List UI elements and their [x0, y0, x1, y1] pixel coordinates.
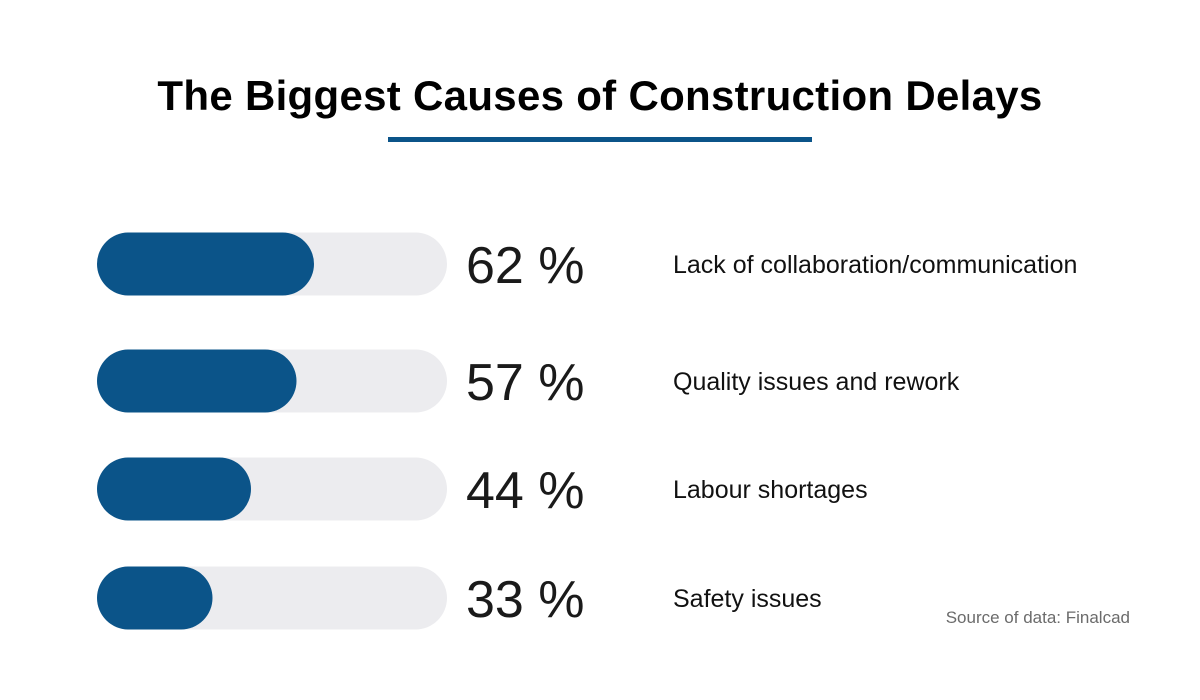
category-label: Lack of collaboration/communication	[673, 251, 1077, 279]
bar-fill	[97, 349, 297, 413]
value-label: 62 %	[466, 237, 585, 295]
bar-fill	[97, 232, 314, 296]
category-label: Quality issues and rework	[673, 368, 960, 396]
bar-row: 33 % Safety issues	[97, 566, 822, 630]
value-label: 57 %	[466, 354, 585, 412]
bar-row: 57 % Quality issues and rework	[97, 349, 960, 413]
value-label: 33 %	[466, 571, 585, 629]
title-underline	[388, 137, 812, 142]
source-note: Source of data: Finalcad	[945, 608, 1130, 627]
chart-title: The Biggest Causes of Construction Delay…	[157, 72, 1043, 119]
bar-row: 62 % Lack of collaboration/communication	[97, 232, 1077, 296]
bar-fill	[97, 566, 213, 630]
value-label: 44 %	[466, 462, 585, 520]
bar-row: 44 % Labour shortages	[97, 457, 868, 521]
category-label: Labour shortages	[673, 476, 868, 504]
category-label: Safety issues	[673, 585, 822, 613]
bar-fill	[97, 457, 251, 521]
